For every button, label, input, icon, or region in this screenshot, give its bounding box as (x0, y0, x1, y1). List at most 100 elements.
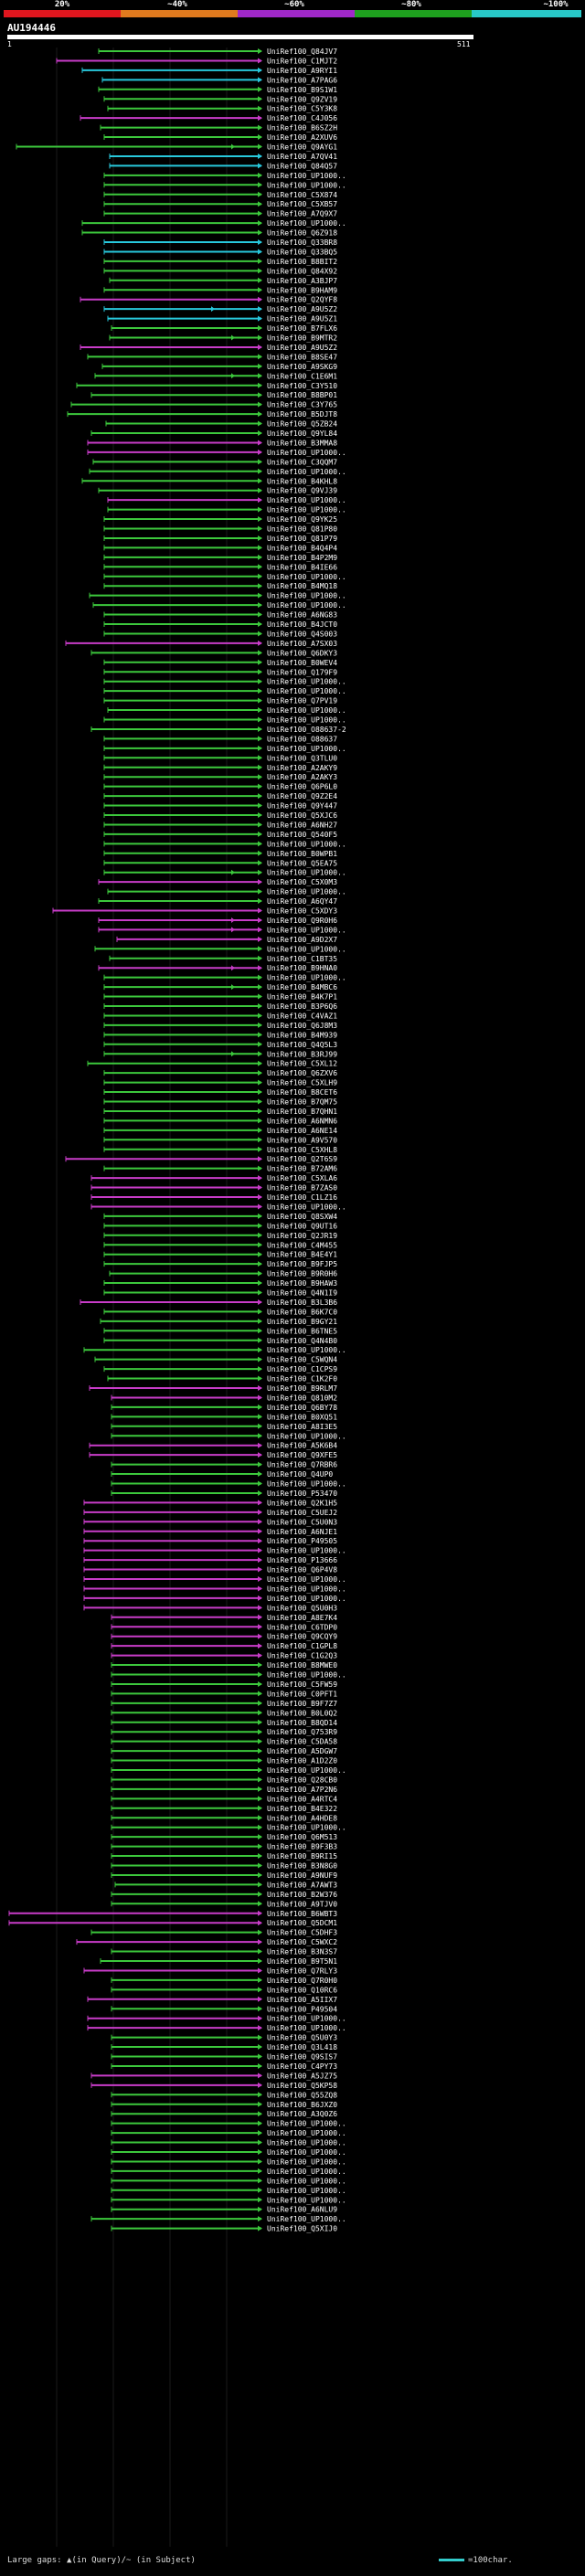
hit-row[interactable]: UniRef100_B8SE47 (87, 353, 337, 361)
hit-row[interactable]: UniRef100_C5DA58 (111, 1738, 337, 1746)
hit-row[interactable]: UniRef100_C4VAZ1 (103, 1012, 337, 1020)
hit-row[interactable]: UniRef100_UP1000.. (103, 181, 346, 189)
hit-row[interactable]: UniRef100_Q55ZQ8 (111, 2091, 337, 2099)
hit-row[interactable]: UniRef100_P49504 (111, 2005, 337, 2013)
hit-row[interactable]: UniRef100_C5WXC2 (76, 1938, 337, 1946)
hit-row[interactable]: UniRef100_B3RJ99 (103, 1050, 337, 1058)
hit-row[interactable]: UniRef100_UP1000.. (90, 1203, 346, 1211)
hit-row[interactable]: UniRef100_Q5ZB24 (105, 420, 337, 429)
hit-row[interactable]: UniRef100_UP1000.. (103, 869, 346, 877)
hit-row[interactable]: UniRef100_Q10RC6 (111, 1986, 337, 1994)
hit-row[interactable]: UniRef100_B4E4Y1 (103, 1251, 337, 1259)
hit-row[interactable]: UniRef100_Q540F5 (103, 831, 337, 839)
hit-row[interactable]: UniRef100_Q7RBR6 (111, 1461, 337, 1469)
hit-row[interactable]: UniRef100_A9U5Z2 (80, 344, 337, 352)
hit-row[interactable]: UniRef100_B3L3B6 (80, 1299, 337, 1307)
hit-row[interactable]: UniRef100_Q810M2 (111, 1394, 337, 1402)
hit-row[interactable]: UniRef100_UP1000.. (92, 601, 346, 610)
hit-row[interactable]: UniRef100_C4J056 (80, 114, 337, 122)
hit-row[interactable]: UniRef100_C5WQN4 (94, 1356, 337, 1364)
hit-row[interactable]: UniRef100_UP1000.. (111, 2196, 346, 2204)
hit-row[interactable]: UniRef100_B7QM75 (103, 1098, 337, 1107)
hit-row[interactable]: UniRef100_A4HDE8 (111, 1814, 337, 1822)
hit-row[interactable]: UniRef100_Q4N4B0 (103, 1337, 337, 1345)
hit-row[interactable]: UniRef100_B4K7P1 (103, 993, 337, 1002)
hit-row[interactable]: UniRef100_B9F3B3 (111, 1843, 337, 1851)
hit-row[interactable]: UniRef100_C3Y765 (70, 401, 337, 409)
hit-row[interactable]: UniRef100_B6JXZ0 (111, 2101, 337, 2109)
hit-row[interactable]: UniRef100_C5XLA6 (90, 1174, 337, 1182)
hit-row[interactable]: UniRef100_UP1000.. (83, 1547, 346, 1555)
hit-row[interactable]: UniRef100_Q5DCM1 (8, 1919, 337, 1927)
hit-row[interactable]: UniRef100_UP1000.. (81, 219, 346, 228)
hit-row[interactable]: UniRef100_B7QHN1 (103, 1108, 337, 1116)
hit-row[interactable]: UniRef100_A9NUF9 (111, 1871, 337, 1880)
hit-row[interactable]: UniRef100_Q7PV19 (103, 697, 337, 705)
hit-row[interactable]: UniRef100_C1K2F0 (107, 1375, 337, 1383)
hit-row[interactable]: UniRef100_Q6ZXV6 (103, 1069, 337, 1077)
hit-row[interactable]: UniRef100_Q84X92 (103, 267, 337, 275)
hit-row[interactable]: UniRef100_B4Q4P4 (103, 544, 337, 552)
hit-row[interactable]: UniRef100_B4IE66 (103, 563, 337, 571)
hit-row[interactable]: UniRef100_A5K6B4 (89, 1442, 337, 1450)
hit-row[interactable]: UniRef100_C1LZ16 (90, 1193, 337, 1202)
hit-row[interactable]: UniRef100_B9S1W1 (98, 86, 337, 94)
hit-row[interactable]: UniRef100_A6NLU9 (111, 2206, 337, 2214)
hit-row[interactable]: UniRef100_B8BP01 (90, 391, 337, 399)
hit-row[interactable]: UniRef100_A6NG83 (103, 611, 337, 620)
hit-row[interactable]: UniRef100_UP1000.. (111, 2168, 346, 2176)
hit-row[interactable]: UniRef100_UP1000.. (111, 1432, 346, 1440)
hit-row[interactable]: UniRef100_B9GY21 (100, 1318, 337, 1326)
hit-row[interactable]: UniRef100_B8CET6 (103, 1088, 337, 1097)
hit-row[interactable]: UniRef100_Q9SIS7 (111, 2053, 337, 2062)
hit-row[interactable]: UniRef100_B3N8G0 (111, 1862, 337, 1871)
hit-row[interactable]: UniRef100_Q5U0Y3 (111, 2034, 337, 2042)
hit-row[interactable]: UniRef100_C1MJT2 (56, 57, 337, 65)
hit-row[interactable]: UniRef100_Q3L418 (111, 2043, 337, 2051)
hit-row[interactable]: UniRef100_B8BIT2 (103, 258, 337, 266)
hit-row[interactable]: UniRef100_Q5EA75 (103, 859, 337, 867)
hit-row[interactable]: UniRef100_B8MWE0 (111, 1661, 337, 1670)
hit-row[interactable]: UniRef100_UP1000.. (111, 1824, 346, 1832)
hit-row[interactable]: UniRef100_B8QD14 (111, 1719, 337, 1727)
hit-row[interactable]: UniRef100_UP1000.. (94, 945, 346, 953)
hit-row[interactable]: UniRef100_A4RTC4 (111, 1795, 337, 1803)
hit-row[interactable]: UniRef100_Q5XJC6 (103, 811, 337, 820)
hit-row[interactable]: UniRef100_UP1000.. (83, 1595, 346, 1603)
hit-row[interactable]: UniRef100_Q6P6L0 (103, 783, 337, 791)
hit-row[interactable]: UniRef100_Q9XFE5 (89, 1451, 337, 1459)
hit-row[interactable]: UniRef100_A9V570 (103, 1136, 337, 1144)
hit-row[interactable]: UniRef100_C5FW59 (111, 1680, 337, 1689)
hit-row[interactable]: UniRef100_P13666 (83, 1556, 337, 1564)
hit-row[interactable]: UniRef100_UP1000.. (87, 2024, 346, 2032)
hit-row[interactable]: UniRef100_A9RYI1 (81, 67, 337, 75)
hit-row[interactable]: UniRef100_A6NE14 (103, 1127, 337, 1135)
hit-row[interactable]: UniRef100_O88637-2 (90, 726, 346, 734)
hit-row[interactable]: UniRef100_Q4Q5L3 (103, 1041, 337, 1049)
hit-row[interactable]: UniRef100_A3Q0Z6 (111, 2110, 337, 2118)
hit-row[interactable]: UniRef100_Q9Z2E4 (103, 792, 337, 800)
hit-row[interactable]: UniRef100_C5XB57 (103, 200, 337, 208)
hit-row[interactable]: UniRef100_B9FJP5 (103, 1260, 337, 1268)
hit-row[interactable]: UniRef100_Q9CQY9 (111, 1633, 337, 1641)
hit-row[interactable]: UniRef100_Q9YL84 (90, 429, 337, 438)
hit-row[interactable]: UniRef100_UP1000.. (111, 2120, 346, 2128)
hit-row[interactable]: UniRef100_P53470 (111, 1489, 337, 1498)
hit-row[interactable]: UniRef100_Q5XIJ0 (111, 2225, 337, 2233)
hit-row[interactable]: UniRef100_UP1000.. (111, 1671, 346, 1680)
hit-row[interactable]: UniRef100_B3N3S7 (111, 1948, 337, 1956)
hit-row[interactable]: UniRef100_Q4S003 (103, 630, 337, 638)
hit-row[interactable]: UniRef100_B4KHL8 (81, 477, 337, 485)
hit-row[interactable]: UniRef100_B6WBT3 (8, 1910, 337, 1918)
hit-row[interactable]: UniRef100_Q6J8M3 (103, 1022, 337, 1030)
hit-row[interactable]: UniRef100_A8E7K4 (111, 1614, 337, 1622)
hit-row[interactable]: UniRef100_Q2K1H5 (83, 1499, 337, 1507)
hit-row[interactable]: UniRef100_A9U5Z2 (103, 305, 337, 313)
hit-row[interactable]: UniRef100_C4M455 (103, 1241, 337, 1249)
hit-row[interactable]: UniRef100_C5XDY3 (52, 907, 337, 916)
hit-row[interactable]: UniRef100_C5UEJ2 (83, 1509, 337, 1517)
hit-row[interactable]: UniRef100_B7FLX6 (111, 324, 337, 333)
hit-row[interactable]: UniRef100_B0WPB1 (103, 850, 337, 858)
hit-row[interactable]: UniRef100_Q9R0H6 (98, 917, 337, 925)
hit-row[interactable]: UniRef100_UP1000.. (107, 888, 346, 896)
